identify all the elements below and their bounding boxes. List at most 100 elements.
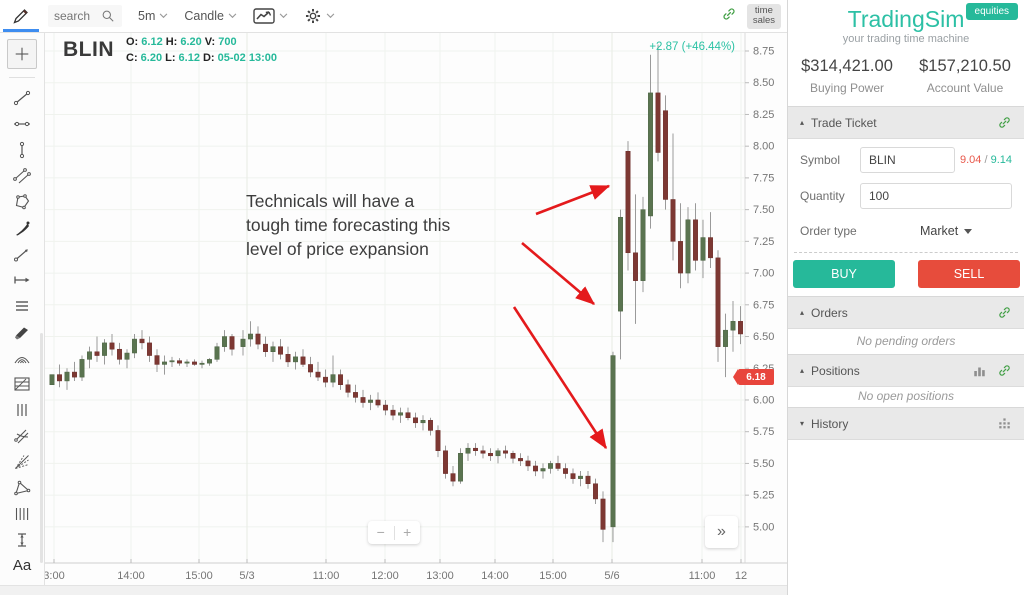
pitchfork-icon bbox=[14, 429, 29, 443]
crosshair-icon bbox=[15, 47, 29, 61]
height-measure-icon bbox=[18, 532, 26, 547]
buy-button[interactable]: BUY bbox=[793, 260, 895, 288]
tool-polygon[interactable] bbox=[11, 191, 33, 212]
tool-parallel-channel[interactable] bbox=[11, 165, 33, 186]
order-type-select[interactable]: Market bbox=[920, 224, 973, 238]
chevron-down-icon bbox=[228, 13, 237, 19]
bottom-scroll-strip[interactable] bbox=[0, 585, 787, 595]
trading-panel: TradingSim your trading time machine equ… bbox=[787, 0, 1024, 595]
svg-text:5.25: 5.25 bbox=[753, 490, 774, 502]
tool-fib-retracement[interactable] bbox=[11, 373, 33, 394]
arrow-line-icon bbox=[14, 248, 28, 261]
vertical-line-icon bbox=[19, 141, 25, 158]
timeframe-dropdown[interactable]: 5m bbox=[138, 9, 168, 23]
timeframe-value: 5m bbox=[138, 9, 156, 23]
orders-title: Orders bbox=[811, 305, 848, 320]
grid-layer bbox=[45, 33, 745, 563]
zoom-control: − + bbox=[368, 521, 420, 544]
svg-text:11:00: 11:00 bbox=[689, 570, 716, 582]
tool-arc-fan[interactable] bbox=[11, 347, 33, 368]
svg-text:5/3: 5/3 bbox=[239, 570, 254, 582]
chart-link-icon[interactable] bbox=[721, 6, 737, 27]
parallel-channel-icon bbox=[13, 167, 31, 183]
brand-logo: TradingSim bbox=[847, 6, 965, 32]
orders-header[interactable]: ▴ Orders bbox=[788, 296, 1024, 329]
chart-region: 5.005.255.505.756.006.256.506.757.007.25… bbox=[45, 33, 787, 595]
positions-header[interactable]: ▴ Positions bbox=[788, 354, 1024, 387]
svg-text:13:00: 13:00 bbox=[426, 570, 454, 582]
tool-arrow-line[interactable] bbox=[11, 243, 33, 264]
chevron-down-icon bbox=[279, 13, 288, 19]
quantity-label: Quantity bbox=[800, 189, 845, 203]
polygon-icon bbox=[15, 193, 30, 209]
top-toolbar: 5m Candle bbox=[0, 0, 787, 33]
zoom-in-button[interactable]: + bbox=[403, 524, 412, 540]
tool-height-measure[interactable] bbox=[11, 529, 33, 550]
account-value-label: Account Value bbox=[926, 81, 1004, 95]
history-grid-icon[interactable] bbox=[997, 417, 1012, 431]
collapse-up-icon: ▴ bbox=[800, 308, 805, 317]
candlestick-chart[interactable]: 5.005.255.505.756.006.256.506.757.007.25… bbox=[45, 33, 787, 595]
svg-text:6.75: 6.75 bbox=[753, 299, 774, 311]
arc-fan-icon bbox=[14, 356, 30, 363]
tool-triangle[interactable] bbox=[11, 477, 33, 498]
candles-layer bbox=[49, 44, 743, 543]
tool-text-tool[interactable]: Aa bbox=[11, 555, 33, 576]
tool-vertical-lines-3[interactable] bbox=[11, 399, 33, 420]
gann-fan-icon bbox=[15, 454, 29, 469]
tool-brush[interactable] bbox=[11, 217, 33, 238]
tool-crosshair[interactable] bbox=[7, 39, 37, 69]
tool-vertical-line[interactable] bbox=[11, 139, 33, 160]
positions-link-icon[interactable] bbox=[997, 363, 1012, 378]
bid-ask-quote: 9.04 / 9.14 bbox=[960, 154, 1012, 166]
svg-text:8.00: 8.00 bbox=[753, 141, 774, 153]
tool-trend-line[interactable] bbox=[11, 87, 33, 108]
vertical-lines-4-icon bbox=[15, 507, 29, 520]
price-axis[interactable]: 5.005.255.505.756.006.256.506.757.007.25… bbox=[744, 33, 774, 563]
zoom-divider bbox=[393, 525, 395, 540]
trade-ticket-link-icon[interactable] bbox=[997, 115, 1012, 130]
tool-vertical-lines-4[interactable] bbox=[11, 503, 33, 524]
zoom-out-button[interactable]: − bbox=[376, 524, 385, 540]
chart-type-dropdown[interactable]: Candle bbox=[184, 9, 237, 23]
svg-text:7.75: 7.75 bbox=[753, 172, 774, 184]
tool-horizontal-arrow[interactable] bbox=[11, 269, 33, 290]
search-input[interactable] bbox=[54, 9, 100, 23]
tool-horizontal-line[interactable] bbox=[11, 113, 33, 134]
chart-type-value: Candle bbox=[184, 9, 224, 23]
time-sales-button[interactable]: time sales bbox=[746, 3, 781, 29]
time-axis[interactable]: 3:00 14:00 15:00 5/3 11:00 12:00 13:00 14:00 15:… bbox=[45, 559, 787, 582]
expand-panel-button[interactable]: » bbox=[705, 516, 738, 548]
collapse-up-icon: ▴ bbox=[800, 366, 805, 375]
equities-badge[interactable]: equities bbox=[965, 3, 1018, 20]
symbol-input[interactable] bbox=[860, 147, 955, 173]
annotation-arrows[interactable] bbox=[512, 184, 611, 450]
symbol-row: Symbol 9.04 / 9.14 bbox=[800, 147, 1012, 173]
horizontal-line-icon bbox=[14, 121, 30, 126]
history-header[interactable]: ▾ History bbox=[788, 407, 1024, 440]
orders-link-icon[interactable] bbox=[997, 305, 1012, 320]
tool-parallel-lines[interactable] bbox=[11, 295, 33, 316]
trade-ticket-header[interactable]: ▴ Trade Ticket bbox=[788, 106, 1024, 139]
quantity-input[interactable] bbox=[860, 183, 1012, 209]
buying-power: $314,421.00 Buying Power bbox=[788, 57, 906, 95]
positions-chart-icon[interactable] bbox=[972, 364, 987, 378]
buying-power-value: $314,421.00 bbox=[801, 57, 893, 75]
tool-gann-fan[interactable] bbox=[11, 451, 33, 472]
trend-line-icon bbox=[13, 90, 31, 105]
draw-tool-tab[interactable] bbox=[0, 0, 42, 32]
tool-highlighter[interactable] bbox=[11, 321, 33, 342]
vertical-lines-3-icon bbox=[17, 403, 27, 416]
settings-dropdown[interactable] bbox=[304, 7, 335, 25]
line-chart-icon bbox=[253, 8, 275, 24]
tool-pitchfork[interactable] bbox=[11, 425, 33, 446]
rail-scrollbar[interactable] bbox=[40, 333, 43, 563]
svg-text:6.00: 6.00 bbox=[753, 394, 774, 406]
bid-value: 9.04 bbox=[959, 154, 982, 166]
brand-tagline: your trading time machine bbox=[842, 33, 970, 45]
sell-button[interactable]: SELL bbox=[918, 260, 1020, 288]
trade-ticket-title: Trade Ticket bbox=[811, 115, 877, 130]
indicators-dropdown[interactable] bbox=[253, 8, 288, 24]
search-box[interactable] bbox=[48, 5, 122, 27]
